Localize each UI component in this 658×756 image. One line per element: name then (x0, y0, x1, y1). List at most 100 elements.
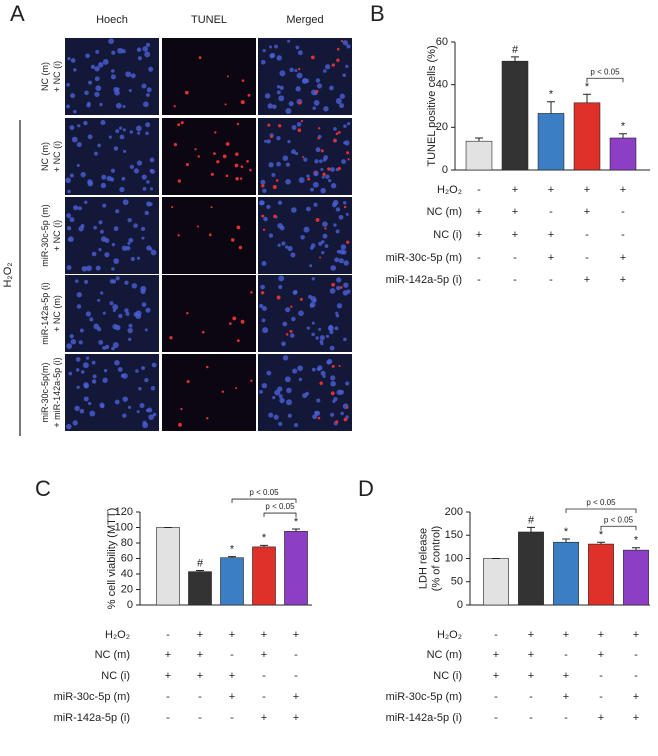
nucleus (114, 360, 120, 366)
condition-mark: - (166, 712, 170, 724)
nucleus (109, 301, 114, 306)
nucleus (287, 413, 292, 418)
nucleus (84, 200, 88, 205)
nucleus (290, 252, 296, 258)
condition-mark: + (528, 629, 534, 641)
nucleus (150, 249, 157, 256)
nucleus (314, 173, 318, 177)
nucleus (121, 245, 128, 251)
nucleus (72, 420, 78, 426)
nucleus (310, 296, 317, 302)
condition-mark: - (599, 670, 603, 682)
y-tick-label: 20 (121, 583, 133, 595)
row-label-line: + NC (i) (52, 141, 62, 172)
tunel-dot (333, 138, 337, 143)
nucleus (314, 159, 319, 164)
nucleus (149, 187, 154, 191)
tunel-dot (302, 156, 305, 159)
nucleus (119, 186, 125, 193)
nucleus (113, 226, 119, 232)
y-tick-label: 0 (442, 164, 448, 176)
condition-mark: - (529, 712, 533, 724)
panel-letter: D (358, 476, 374, 501)
nucleus (277, 386, 283, 392)
condition-mark: + (261, 649, 267, 661)
bar (465, 140, 493, 171)
tunel-dot (225, 142, 230, 146)
nucleus (259, 390, 263, 394)
nucleus (102, 377, 108, 383)
nucleus (310, 187, 314, 192)
condition-mark: + (261, 629, 267, 641)
nucleus (151, 362, 157, 368)
nucleus (78, 226, 84, 232)
condition-mark: + (563, 691, 569, 703)
condition-mark: - (634, 649, 638, 661)
nucleus (262, 327, 269, 334)
significance-mark: * (294, 516, 299, 528)
nucleus (117, 367, 123, 372)
nucleus (67, 189, 71, 194)
bar (537, 113, 565, 171)
nucleus (263, 216, 268, 222)
significance-mark: * (585, 81, 590, 93)
tunel-dot (238, 245, 243, 250)
tunel-dot (208, 233, 212, 237)
tunel-dot (214, 131, 217, 134)
nucleus (276, 85, 281, 89)
nucleus (76, 304, 82, 309)
condition-mark: + (620, 252, 626, 264)
nucleus (137, 56, 142, 61)
tunel-dot (201, 330, 205, 334)
tunel-dot (270, 135, 273, 139)
nucleus (145, 122, 151, 128)
bracket-label: p < 0.05 (604, 515, 634, 524)
nucleus (321, 175, 325, 179)
tunel-dot (339, 286, 343, 289)
nucleus (329, 345, 335, 351)
condition-mark: + (493, 670, 499, 682)
error-bar (562, 538, 570, 543)
tunel-dot (177, 123, 181, 127)
significance-mark: * (634, 535, 639, 547)
tunel-dot (222, 154, 227, 159)
nucleus (339, 389, 345, 395)
condition-mark: + (476, 229, 482, 241)
nucleus (67, 57, 71, 61)
condition-mark: - (294, 649, 298, 661)
nucleus (148, 202, 153, 207)
bar (156, 527, 180, 606)
nucleus (266, 139, 271, 144)
condition-label: miR-30c-5p (m) (386, 252, 462, 264)
nucleus (66, 82, 70, 87)
nucleus (271, 173, 276, 177)
nucleus (66, 423, 72, 430)
nucleus (76, 163, 80, 168)
condition-mark: + (528, 670, 534, 682)
tunel-dot (261, 184, 265, 188)
nucleus (115, 324, 121, 331)
nucleus (285, 107, 292, 114)
bracket-label: p < 0.05 (265, 502, 295, 511)
nucleus (342, 73, 347, 78)
nucleus (108, 38, 114, 45)
bracket-label: p < 0.05 (586, 498, 616, 507)
tunel-dot (317, 137, 320, 140)
condition-mark: + (633, 712, 639, 724)
tunel-dot (275, 179, 279, 182)
nucleus (313, 202, 318, 207)
nucleus (95, 265, 101, 271)
tunel-dot (228, 322, 232, 326)
panel-letter: A (10, 1, 25, 26)
nucleus (311, 277, 316, 281)
condition-mark: - (166, 629, 170, 641)
nucleus (260, 284, 265, 290)
nucleus (323, 69, 327, 73)
tunel-dot (335, 132, 339, 136)
condition-mark: + (293, 691, 299, 703)
tunel-dot (298, 101, 302, 105)
tunel-dot (236, 122, 240, 126)
nucleus (69, 217, 75, 223)
micrograph (162, 275, 256, 352)
nucleus (318, 327, 322, 331)
